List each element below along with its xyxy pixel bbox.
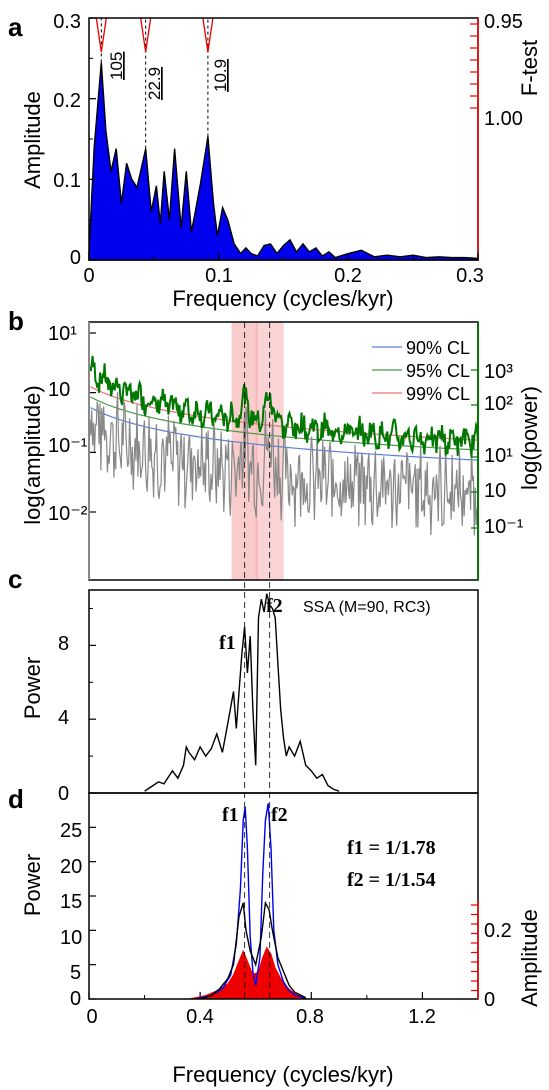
d-ytick-10: 10 <box>60 927 82 949</box>
b-right-tick-3: 10¹ <box>484 445 513 467</box>
d-ytick-20: 20 <box>60 856 82 878</box>
d-ytick-25: 25 <box>60 820 82 842</box>
panel-d-frame <box>88 792 479 1000</box>
b-right-tick-4: 10 <box>484 480 506 502</box>
b-legend-95: 95% CL <box>406 361 470 381</box>
b-legend: 90% CL 95% CL 99% CL <box>372 338 470 404</box>
b-right-tick-1: 10³ <box>484 361 513 383</box>
d-ytick-15: 15 <box>60 891 82 913</box>
d-xtick-0.8: 0.8 <box>296 1006 324 1028</box>
b-amplitude-gray-line <box>89 391 479 536</box>
b-cl-curve-1 <box>90 407 479 461</box>
panel-a: a 0.3 0.2 0.1 0 0 0.1 0.2 0.3 Frequency … <box>8 11 542 311</box>
panel-b-letter: b <box>8 306 24 336</box>
a-ytick-0.3: 0.3 <box>53 11 81 33</box>
d-xtick-1.2: 1.2 <box>408 1006 436 1028</box>
d-formula-f1: f1 = 1/1.78 <box>347 837 436 859</box>
b-left-tick-2: 10 <box>48 379 70 401</box>
b-left-tick-3: 10⁻¹ <box>48 435 88 457</box>
d-xtick-0: 0 <box>86 1006 97 1028</box>
panel-d: d 25 20 15 10 5 0 Power 0 0.4 0.8 1.2 Fr… <box>8 784 542 1087</box>
a-ytick-0.2: 0.2 <box>53 90 81 112</box>
c-ytick-0: 0 <box>58 783 69 805</box>
a-xtick-0.1: 0.1 <box>205 265 233 287</box>
b-right-tick-5: 10⁻¹ <box>484 516 524 538</box>
a-right-axis-label: F-test <box>517 40 542 96</box>
a-ftest-spike-0 <box>95 17 107 53</box>
d-right-tick-0.2: 0.2 <box>484 920 512 942</box>
panel-d-letter: d <box>8 784 24 814</box>
d-xtick-0.4: 0.4 <box>186 1006 214 1028</box>
c-peak-f2: f2 <box>266 595 283 617</box>
d-formula-f2: f2 = 1/1.54 <box>347 869 436 891</box>
d-right-tick-0: 0 <box>484 989 495 1011</box>
b-left-tick-4: 10⁻² <box>48 503 88 525</box>
panel-c-letter: c <box>8 564 22 594</box>
d-ytick-5: 5 <box>70 962 81 984</box>
b-legend-90: 90% CL <box>406 338 470 358</box>
d-amplitude-area <box>188 946 306 1000</box>
a-peak-label-22.9: 22.9 <box>145 67 164 100</box>
a-y-axis-label: Amplitude <box>20 91 45 189</box>
panel-a-letter: a <box>8 12 23 42</box>
panel-c-frame <box>88 589 479 794</box>
a-x-axis-label: Frequency (cycles/kyr) <box>172 286 393 311</box>
a-peak-label-10.9: 10.9 <box>211 59 230 92</box>
c-ssa-power-line <box>144 593 340 792</box>
c-ytick-8: 8 <box>58 633 69 655</box>
a-xtick-0.2: 0.2 <box>334 265 362 287</box>
d-right-axis-label: Amplitude <box>517 909 542 1007</box>
a-ytick-0: 0 <box>70 247 81 269</box>
b-right-axis-label: log(power) <box>517 386 542 490</box>
c-ssa-annotation: SSA (M=90, RC3) <box>303 599 431 616</box>
d-x-axis-label: Frequency (cycles/kyr) <box>172 1062 393 1087</box>
b-left-tick-1: 10¹ <box>48 323 77 345</box>
d-peak-f1: f1 <box>222 804 239 826</box>
a-right-tick-1.00: 1.00 <box>484 108 523 130</box>
a-peak-label-105: 105 <box>107 52 126 80</box>
panel-a-amplitude-area <box>88 62 479 261</box>
b-power-green-line <box>88 355 479 458</box>
d-y-axis-label: Power <box>20 854 45 916</box>
c-ytick-4: 4 <box>58 707 69 729</box>
b-y-axis-label: log(amplitude) <box>20 385 45 524</box>
d-black-power-line <box>199 900 307 1000</box>
b-right-tick-2: 10² <box>484 393 513 415</box>
a-xtick-0.3: 0.3 <box>456 265 484 287</box>
a-xtick-0: 0 <box>83 265 94 287</box>
a-ytick-0.1: 0.1 <box>53 170 81 192</box>
b-legend-99: 99% CL <box>406 384 470 404</box>
d-peak-f2: f2 <box>271 804 288 826</box>
c-y-axis-label: Power <box>20 657 45 719</box>
panel-b: b 10¹ 10 10⁻¹ 10⁻² log(amplitude) 10³ 10… <box>8 306 542 581</box>
a-right-tick-0.95: 0.95 <box>484 11 523 33</box>
c-peak-f1: f1 <box>219 632 236 654</box>
a-ftest-spike-2 <box>202 17 214 53</box>
a-ftest-spike-1 <box>140 17 152 53</box>
panel-c: c 8 4 0 Power SSA (M=90, RC3) f1 f2 <box>8 564 479 805</box>
d-ytick-0: 0 <box>70 988 81 1010</box>
